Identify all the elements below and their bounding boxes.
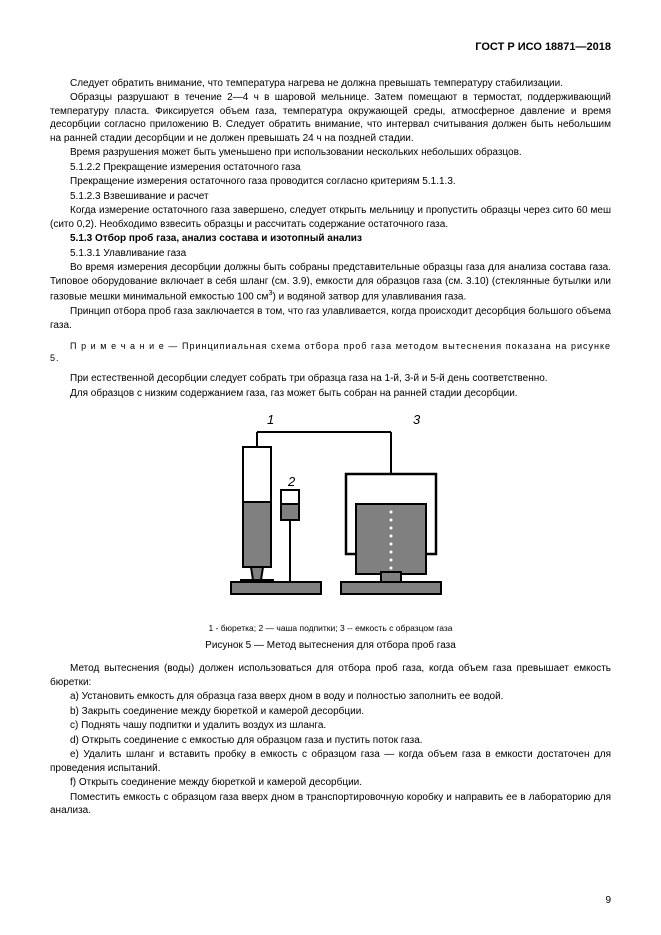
document-page: ГОСТ Р ИСО 18871—2018 Следует обратить в…	[0, 0, 661, 935]
figure-caption: Рисунок 5 — Метод вытеснения для отбора …	[50, 639, 611, 653]
paragraph: Время разрушения может быть уменьшено пр…	[50, 146, 611, 160]
paragraph: Во время измерения десорбции должны быть…	[50, 261, 611, 304]
document-header: ГОСТ Р ИСО 18871—2018	[50, 40, 611, 55]
figure-5: 1 2 3 1 - бюретка; 2 — чаша подпитки; 3 …	[50, 412, 611, 652]
section-heading: 5.1.3 Отбор проб газа, анализ состава и …	[50, 232, 611, 246]
figure-label-3: 3	[413, 412, 421, 427]
paragraph: Поместить емкость с образцом газа вверх …	[50, 791, 611, 818]
list-item: e) Удалить шланг и вставить пробку в емк…	[50, 748, 611, 775]
burette	[241, 447, 273, 588]
note: П р и м е ч а н и е — Принципиальная схе…	[50, 340, 611, 364]
figure-label-1: 1	[267, 412, 274, 427]
paragraph: Прекращение измерения остаточного газа п…	[50, 175, 611, 189]
paragraph: Когда измерение остаточного газа заверше…	[50, 204, 611, 231]
section-heading: 5.1.2.3 Взвешивание и расчет	[50, 190, 611, 204]
feed-cup	[281, 490, 299, 582]
list-item: d) Открыть соединение с емкостью для обр…	[50, 734, 611, 748]
paragraph: Метод вытеснения (воды) должен использов…	[50, 662, 611, 689]
paragraph: Для образцов с низким содержанием газа, …	[50, 387, 611, 401]
gas-sample-container	[341, 474, 441, 594]
base-tray	[231, 582, 321, 594]
list-item: a) Установить емкость для образца газа в…	[50, 690, 611, 704]
figure-legend: 1 - бюретка; 2 — чаша подпитки; 3 -- емк…	[50, 623, 611, 634]
list-item: f) Открыть соединение между бюреткой и к…	[50, 776, 611, 790]
connecting-pipe	[257, 432, 391, 474]
list-item: c) Поднять чашу подпитки и удалить возду…	[50, 719, 611, 733]
section-heading: 5.1.2.2 Прекращение измерения остаточног…	[50, 161, 611, 175]
list-item: b) Закрыть соединение между бюреткой и к…	[50, 705, 611, 719]
paragraph: Принцип отбора проб газа заключается в т…	[50, 305, 611, 332]
paragraph: Следует обратить внимание, что температу…	[50, 77, 611, 91]
displacement-method-diagram: 1 2 3	[181, 412, 481, 617]
text: ) и водяной затвор для улавливания газа.	[273, 292, 467, 303]
paragraph: Образцы разрушают в течение 2—4 ч в шаро…	[50, 91, 611, 145]
page-number: 9	[605, 894, 611, 908]
figure-label-2: 2	[287, 474, 296, 489]
section-heading: 5.1.3.1 Улавливание газа	[50, 247, 611, 261]
paragraph: При естественной десорбции следует собра…	[50, 372, 611, 386]
